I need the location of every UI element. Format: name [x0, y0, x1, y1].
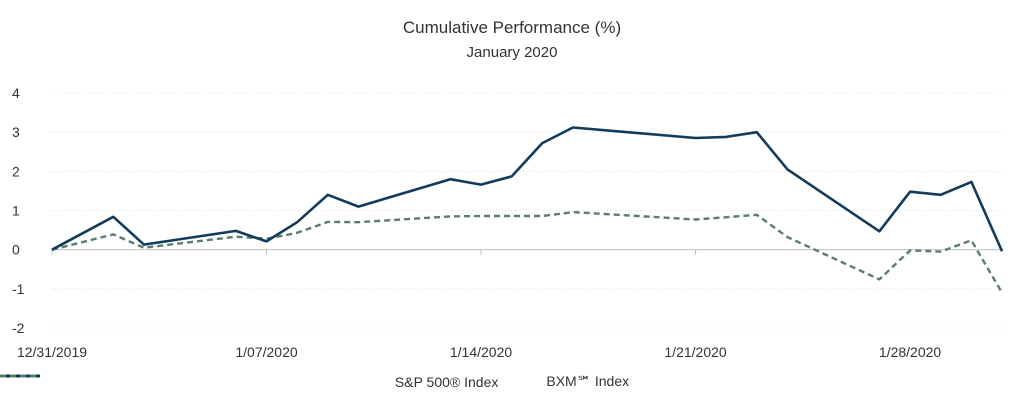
chart-subtitle: January 2020 [466, 44, 558, 61]
x-tick-label: 1/21/2020 [664, 344, 726, 360]
chart-legend: S&P 500® Index BXM℠ Index [0, 373, 1024, 390]
y-tick-label: 0 [12, 242, 20, 258]
y-tick-label: 4 [12, 85, 20, 101]
y-tick-label: -2 [12, 320, 25, 336]
chart-title: Cumulative Performance (%) [402, 18, 622, 37]
x-tick-label: 1/14/2020 [450, 344, 512, 360]
legend-item-bxm: BXM℠ Index [0, 373, 630, 390]
y-tick-label: 1 [12, 203, 20, 219]
legend-label-bxm: BXM℠ Index [546, 373, 630, 389]
x-tick-label: 12/31/2019 [17, 344, 87, 360]
series-line-sp500 [51, 126, 1004, 252]
y-tick-label: -1 [12, 281, 25, 297]
legend-label-sp500: S&P 500® Index [394, 373, 499, 390]
y-tick-label: 2 [12, 163, 20, 179]
series-line-bxm [51, 210, 1004, 294]
x-tick-label: 1/07/2020 [235, 344, 297, 360]
legend-swatch-bxm [0, 374, 40, 378]
y-tick-label: 3 [12, 124, 20, 140]
legend-item-sp500: S&P 500® Index [0, 373, 499, 390]
x-tick-label: 1/28/2020 [879, 344, 941, 360]
